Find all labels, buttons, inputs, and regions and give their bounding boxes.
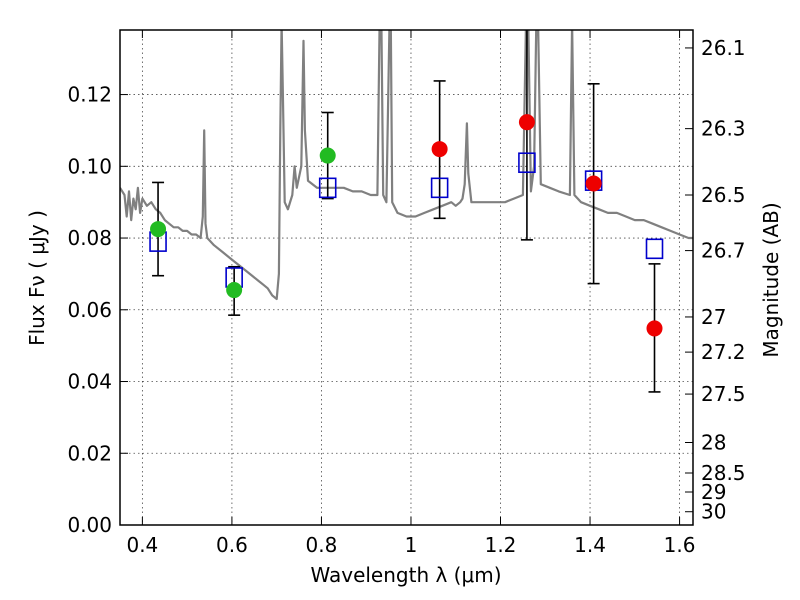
y-tick-label: 0.00 [67, 513, 112, 537]
y2-tick-label: 26.5 [701, 183, 746, 207]
observed-point [150, 221, 167, 238]
observed-point [518, 114, 535, 131]
y2-tick-label: 28 [701, 431, 726, 455]
plot-frame [119, 29, 694, 526]
error-bars [152, 30, 661, 393]
y2-tick-label: 29 [701, 480, 726, 504]
y-tick-label: 0.04 [67, 370, 112, 394]
x-axis-title: Wavelength λ (μm) [310, 563, 501, 587]
model-square [518, 152, 536, 174]
observed-point [431, 141, 448, 158]
grid [120, 30, 693, 526]
y2-tick-label: 26.3 [701, 117, 746, 141]
spectrum-line [120, 30, 693, 301]
y2-tick-label: 27.5 [701, 382, 746, 406]
x-tick-label: 1.6 [664, 533, 696, 557]
y2-tick-label: 26.7 [701, 239, 746, 263]
y2-tick-label: 30 [701, 500, 726, 524]
x-tick-label: 1 [405, 533, 418, 557]
observed-point [585, 175, 602, 192]
model-square [318, 177, 337, 199]
axes: 0.4 0.6 0.8 1 1.2 1.4 1.6 0.00 0.02 0.04 0.06 0.08 0… [67, 30, 746, 557]
x-tick-label: 0.4 [126, 533, 158, 557]
y2-tick-label: 28.5 [701, 461, 746, 485]
x-tick-label: 0.6 [216, 533, 248, 557]
model-square [430, 177, 449, 199]
y-tick-label: 0.02 [67, 441, 112, 465]
y-tick-label: 0.12 [67, 83, 112, 107]
markers [149, 114, 664, 337]
y2-tick-label: 27 [701, 305, 726, 329]
plot-area [120, 30, 693, 301]
y-tick-label: 0.06 [67, 298, 112, 322]
observed-point [226, 282, 243, 299]
y-tick-label: 0.08 [67, 226, 112, 250]
observed-point [646, 320, 663, 337]
x-tick-label: 1.4 [574, 533, 606, 557]
y-axis-title: Flux Fν ( μJy ) [25, 210, 49, 346]
x-tick-label: 1.2 [485, 533, 517, 557]
y2-tick-label: 27.2 [701, 340, 746, 364]
model-square [645, 238, 664, 260]
y2-axis-title: Magnitude (AB) [759, 202, 783, 357]
x-tick-label: 0.8 [306, 533, 338, 557]
y-tick-label: 0.10 [67, 154, 112, 178]
observed-point [319, 147, 336, 164]
y2-tick-label: 26.1 [701, 36, 746, 60]
